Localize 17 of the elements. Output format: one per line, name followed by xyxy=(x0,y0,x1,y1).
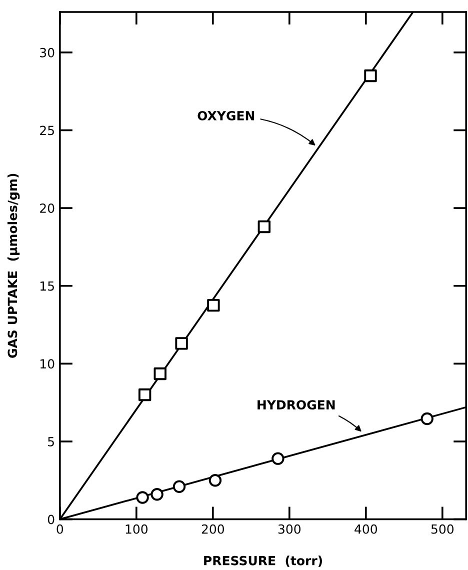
y-tick-label: 25 xyxy=(40,126,54,136)
y-tick-label: 15 xyxy=(40,281,54,291)
y-axis-title: GAS UPTAKE (μmoles/gm) xyxy=(7,174,20,358)
x-tick-label: 300 xyxy=(278,524,301,534)
x-tick-label: 0 xyxy=(56,524,64,534)
y-tick-label: 10 xyxy=(40,359,54,369)
y-tick-label: 0 xyxy=(48,514,54,524)
annotation: OXYGEN xyxy=(198,110,254,120)
x-tick-label: 400 xyxy=(354,524,378,534)
x-tick-label: 200 xyxy=(202,524,224,534)
y-tick-label: 20 xyxy=(40,204,54,213)
y-tick-label: 5 xyxy=(48,437,54,446)
x-axis-title: PRESSURE (torr) xyxy=(204,556,322,567)
y-tick-label: 30 xyxy=(40,48,54,58)
annotation: HYDROGEN xyxy=(258,400,335,410)
x-tick-label: 500 xyxy=(431,524,454,534)
x-tick-label: 100 xyxy=(126,524,148,534)
